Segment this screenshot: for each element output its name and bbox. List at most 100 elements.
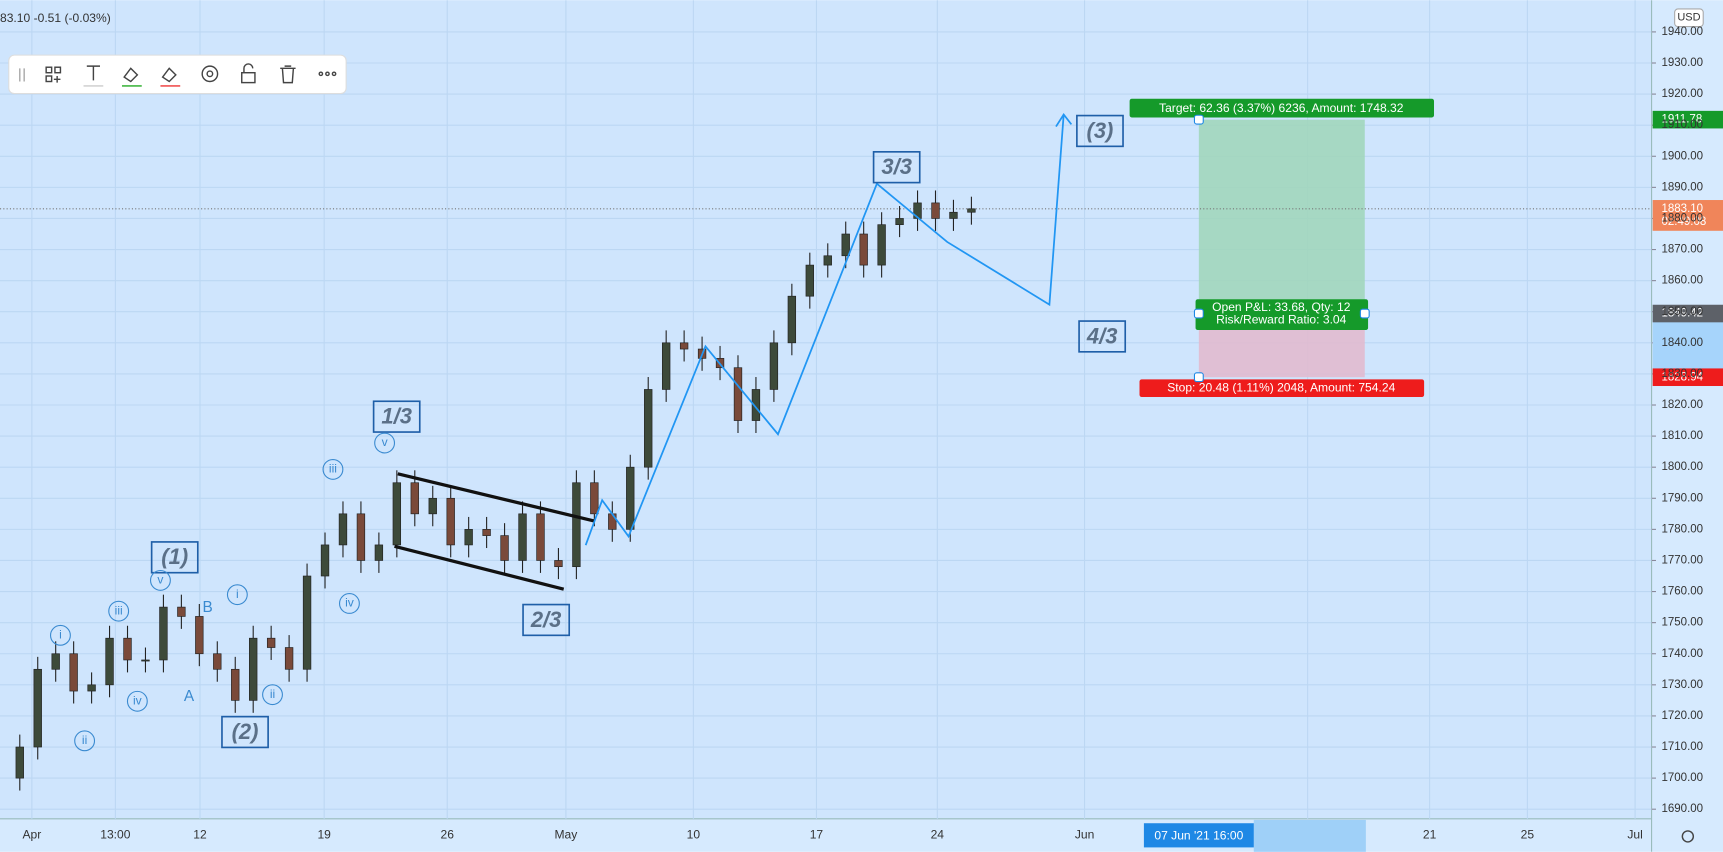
wave-label: 3/3 [881, 154, 912, 179]
y-tick-label: 1750.00 [1661, 617, 1703, 629]
candle-body [320, 544, 330, 577]
currency: USD [1677, 12, 1700, 24]
icon-fill-color[interactable] [161, 67, 177, 83]
wave-label: 4/3 [1086, 323, 1118, 348]
y-tick-label: 1920.00 [1661, 88, 1703, 100]
y-tick-label: 1690.00 [1661, 803, 1703, 815]
plot-bg [0, 0, 1652, 819]
candle-body [661, 342, 671, 390]
wave-box [872, 151, 921, 184]
candle-body [15, 746, 24, 779]
wave-label: 1/3 [381, 404, 412, 429]
candle-body [805, 264, 814, 297]
marks [0, 119, 1652, 791]
candle-body [356, 513, 366, 561]
candle-body [374, 544, 384, 561]
y-tick-label: 1910.00 [1661, 119, 1703, 131]
sub-wave-circle [49, 624, 71, 646]
letter-label: A [184, 688, 195, 705]
price-marker: 1849.42 [1661, 308, 1703, 320]
y-tick-label: 1940.00 [1661, 26, 1703, 38]
last-price: 1883.10 [1661, 203, 1703, 215]
y-tick-label: 1860.00 [1661, 275, 1703, 287]
candle-body [249, 637, 258, 701]
candle-body [482, 529, 491, 536]
y-tick-label: 1880.00 [1661, 213, 1703, 225]
wave-box [522, 603, 571, 637]
candle-body [536, 513, 545, 561]
candle-body [859, 233, 868, 266]
toolbar-bg [8, 54, 347, 95]
x-tick-label: Jun [1075, 828, 1094, 842]
channel-line [394, 544, 565, 591]
y-tick-label: 1870.00 [1661, 244, 1703, 256]
candle-body [679, 342, 689, 350]
candle-body [733, 367, 743, 421]
candle-body [428, 497, 437, 515]
candle-body [554, 560, 563, 568]
y-tick-label: 1770.00 [1661, 555, 1703, 567]
sub-wave-circle [226, 584, 248, 606]
candle-body [446, 497, 455, 546]
price-marker-bg [1652, 110, 1723, 129]
sub-wave-circle [374, 432, 396, 454]
sub-wave-label: iv [133, 693, 142, 707]
last-price-bg [1652, 200, 1723, 231]
candle-body [159, 606, 168, 661]
sub-wave-label: v [157, 573, 163, 587]
y-tick-label: 1830.00 [1661, 368, 1703, 380]
wave-box [1076, 114, 1124, 148]
y-tick-label: 1790.00 [1661, 492, 1703, 504]
drag-handle[interactable] [19, 68, 25, 82]
sub-wave-circle [322, 458, 344, 480]
x-tick-label: 10 [687, 828, 701, 842]
icon-delete[interactable] [280, 65, 296, 84]
currency-box[interactable] [1674, 8, 1704, 28]
sub-wave-label: i [59, 628, 62, 642]
y-tick-label: 1700.00 [1661, 772, 1703, 784]
icon-lock[interactable] [241, 72, 256, 84]
wave-box [221, 715, 269, 749]
price-marker-bg [1652, 368, 1723, 387]
settings-icon[interactable] [1681, 830, 1695, 843]
handle[interactable] [1193, 372, 1204, 383]
rr-label: Risk/Reward Ratio: 3.04 [1216, 312, 1347, 326]
x-tick-label: 13:00 [100, 828, 131, 842]
handle[interactable] [1359, 308, 1370, 319]
y-tick-label: 1730.00 [1661, 679, 1703, 691]
y-tick-label: 1710.00 [1661, 741, 1703, 753]
letter-label: B [203, 599, 213, 616]
icon-line-color[interactable] [123, 67, 139, 83]
candle-body [123, 637, 132, 661]
icon-text[interactable] [86, 65, 100, 81]
candle-body [141, 659, 150, 662]
candle-body [500, 535, 509, 561]
time-axis-bg [0, 818, 1652, 852]
y-tick-label: 1780.00 [1661, 523, 1703, 535]
sub-wave-circle [338, 593, 360, 614]
icon-more[interactable] [318, 71, 324, 77]
grid [0, 0, 1656, 819]
target-zone [1198, 119, 1365, 314]
labels: (1)(2)1/32/33/3(3)4/3iiiiiiivviiiiiiivvB… [49, 98, 1723, 752]
crosshair-time-bg [1143, 823, 1254, 848]
candle-body [949, 211, 958, 219]
candle-body [895, 218, 904, 226]
candle-body [769, 342, 779, 390]
candle-body [302, 575, 312, 670]
icon-templates[interactable] [45, 66, 53, 74]
price-axis-bg [1651, 0, 1723, 852]
handle[interactable] [1193, 114, 1204, 125]
wave-box [372, 400, 421, 433]
candle-body [410, 482, 419, 515]
x-tick-label: 21 [1423, 828, 1437, 842]
sub-wave-label: iv [345, 596, 354, 610]
x-tick-label: 19 [317, 828, 331, 842]
icon-settings[interactable] [201, 65, 219, 83]
y-tick-label: 1760.00 [1661, 586, 1703, 598]
candle-body [69, 653, 78, 692]
handle[interactable] [1193, 308, 1204, 319]
candle-body [87, 684, 96, 692]
sub-wave-label: iii [115, 603, 123, 617]
